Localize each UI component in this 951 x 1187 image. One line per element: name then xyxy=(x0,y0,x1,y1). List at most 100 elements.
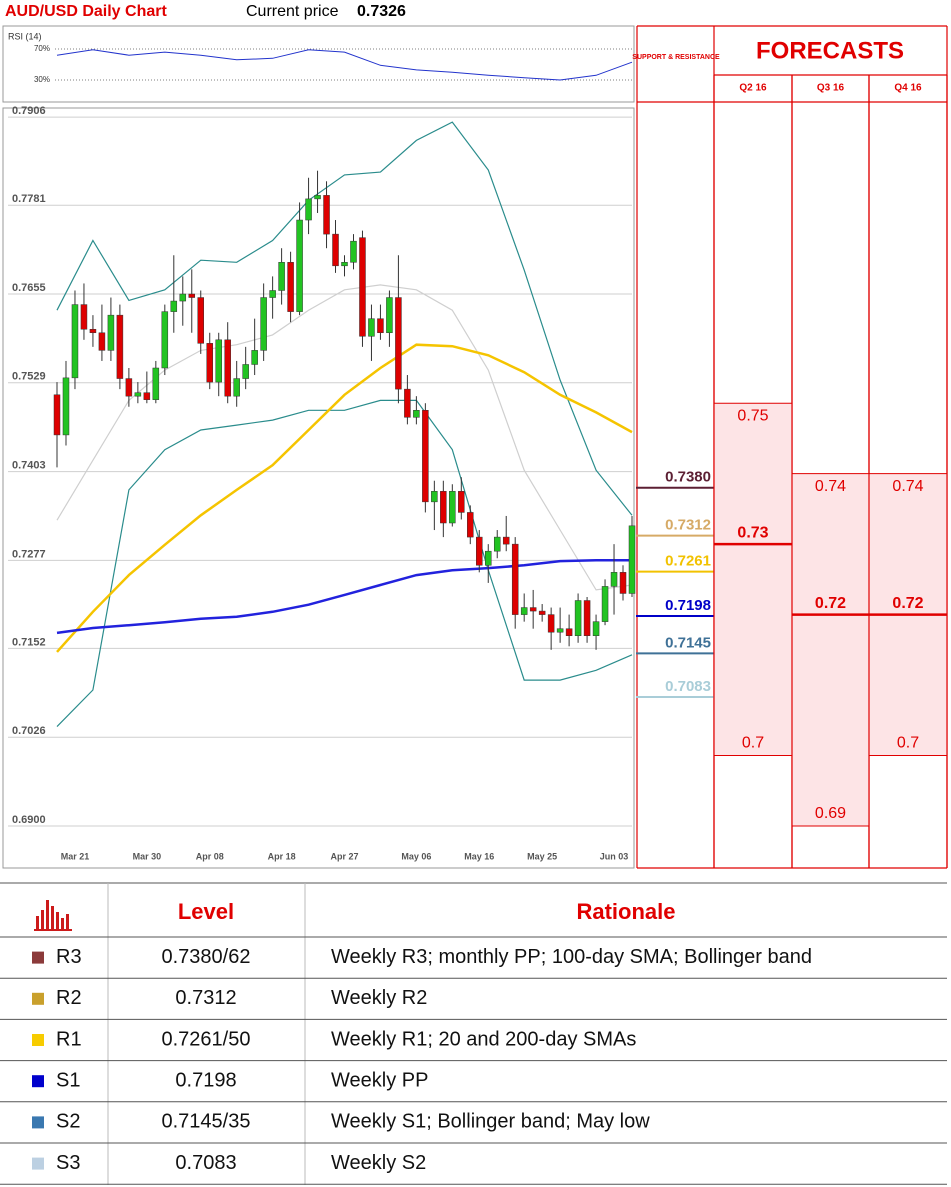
forecast-high-label: 0.74 xyxy=(892,478,923,495)
rsi-tick-label: 30% xyxy=(34,75,50,84)
row-rationale: Weekly R2 xyxy=(331,987,427,1009)
level-label: 0.7380 xyxy=(665,469,711,486)
candle-body xyxy=(628,525,636,594)
rsi-tick-label: 70% xyxy=(34,44,50,53)
swatch xyxy=(32,951,44,964)
chart-title: AUD/USD Daily Chart xyxy=(5,3,167,20)
support-label: SUPPORT & RESISTANCE xyxy=(632,54,720,61)
row-level: 0.7261/50 xyxy=(162,1028,251,1050)
row-rationale: Weekly PP xyxy=(331,1069,428,1091)
price-label: Current price xyxy=(246,3,339,20)
candle-body xyxy=(610,572,618,587)
candle-body xyxy=(161,311,169,369)
current-price: 0.7326 xyxy=(357,3,406,20)
candle-body xyxy=(449,491,456,524)
candle-body xyxy=(305,198,312,221)
candle-body xyxy=(529,607,537,612)
candle-body xyxy=(493,536,501,552)
candle-body xyxy=(350,240,357,263)
swatch xyxy=(32,1034,44,1046)
row-name: S3 xyxy=(56,1152,80,1174)
candle-body xyxy=(215,339,222,383)
candle-body xyxy=(134,392,142,397)
candle-body xyxy=(188,293,196,298)
indicator-line xyxy=(56,559,632,635)
candle-body xyxy=(511,543,519,615)
swatch xyxy=(32,1075,44,1088)
candle-body xyxy=(368,318,375,337)
row-rationale: Weekly R1; 20 and 200-day SMAs xyxy=(331,1028,636,1050)
level-label: 0.7312 xyxy=(665,517,711,534)
swatch xyxy=(32,1116,44,1129)
candle-body xyxy=(206,343,213,383)
candle-body xyxy=(395,297,402,390)
x-tick-label: Apr 18 xyxy=(268,851,296,861)
row-rationale: Weekly R3; monthly PP; 100-day SMA; Boll… xyxy=(331,946,812,968)
rsi-title: RSI (14) xyxy=(8,31,42,41)
candle-body xyxy=(583,600,591,636)
candle-body xyxy=(170,300,178,312)
y-tick-label: 0.7529 xyxy=(12,371,46,383)
row-level: 0.7145/35 xyxy=(162,1111,251,1133)
candle-body xyxy=(143,392,151,400)
y-tick-label: 0.7781 xyxy=(12,193,46,205)
forecast-high-label: 0.74 xyxy=(815,478,846,495)
candle-body xyxy=(197,297,204,344)
y-tick-label: 0.7906 xyxy=(12,105,46,117)
row-name: S2 xyxy=(56,1111,80,1133)
indicator-line xyxy=(56,399,633,728)
candle-body xyxy=(485,550,492,566)
candle-body xyxy=(179,293,187,302)
forecast-mid-label: 0.72 xyxy=(815,595,846,612)
x-tick-label: Mar 21 xyxy=(61,851,90,861)
forecast-low-label: 0.7 xyxy=(897,735,919,752)
candle-body xyxy=(440,491,447,524)
candle-body xyxy=(547,614,555,633)
row-level: 0.7312 xyxy=(175,987,236,1009)
forecast-range xyxy=(792,473,869,826)
swatch xyxy=(32,1157,44,1170)
forecast-mid-label: 0.72 xyxy=(892,595,923,612)
indicator-line xyxy=(56,343,633,653)
row-rationale: Weekly S1; Bollinger band; May low xyxy=(331,1111,650,1133)
row-name: S1 xyxy=(56,1069,80,1091)
quarter-label: Q3 16 xyxy=(817,83,845,94)
row-name: R2 xyxy=(56,987,82,1009)
row-name: R3 xyxy=(56,946,82,968)
candle-body xyxy=(386,297,393,334)
quarter-label: Q4 16 xyxy=(894,83,922,94)
candle-body xyxy=(377,318,384,334)
indicator-line xyxy=(56,121,633,516)
candle-body xyxy=(413,410,420,418)
candle-body xyxy=(574,600,582,636)
candle-body xyxy=(62,377,70,436)
table-header: Level xyxy=(178,899,234,924)
y-tick-label: 0.6900 xyxy=(12,814,46,826)
candle-body xyxy=(152,367,160,400)
candle-body xyxy=(592,621,600,636)
candle-body xyxy=(341,262,348,267)
candle-body xyxy=(224,339,231,397)
candle-body xyxy=(422,410,429,503)
candle-body xyxy=(233,378,240,397)
candle-body xyxy=(278,262,285,291)
row-level: 0.7083 xyxy=(175,1152,236,1174)
candle-body xyxy=(80,304,88,330)
candle-body xyxy=(502,536,510,545)
chart-frame xyxy=(2,107,635,869)
candle-body xyxy=(476,536,483,566)
x-tick-label: May 06 xyxy=(401,851,431,861)
candle-body xyxy=(125,378,133,397)
candle-body xyxy=(520,607,528,615)
candle-body xyxy=(242,364,249,379)
x-tick-label: Apr 27 xyxy=(330,851,358,861)
forecast-mid-label: 0.73 xyxy=(737,524,768,541)
x-tick-label: Mar 30 xyxy=(133,851,162,861)
level-label: 0.7261 xyxy=(665,553,711,570)
y-tick-label: 0.7026 xyxy=(12,725,46,737)
candle-body xyxy=(251,350,258,365)
candle-body xyxy=(71,304,79,379)
row-name: R1 xyxy=(56,1028,82,1050)
table-header: Rationale xyxy=(576,899,675,924)
